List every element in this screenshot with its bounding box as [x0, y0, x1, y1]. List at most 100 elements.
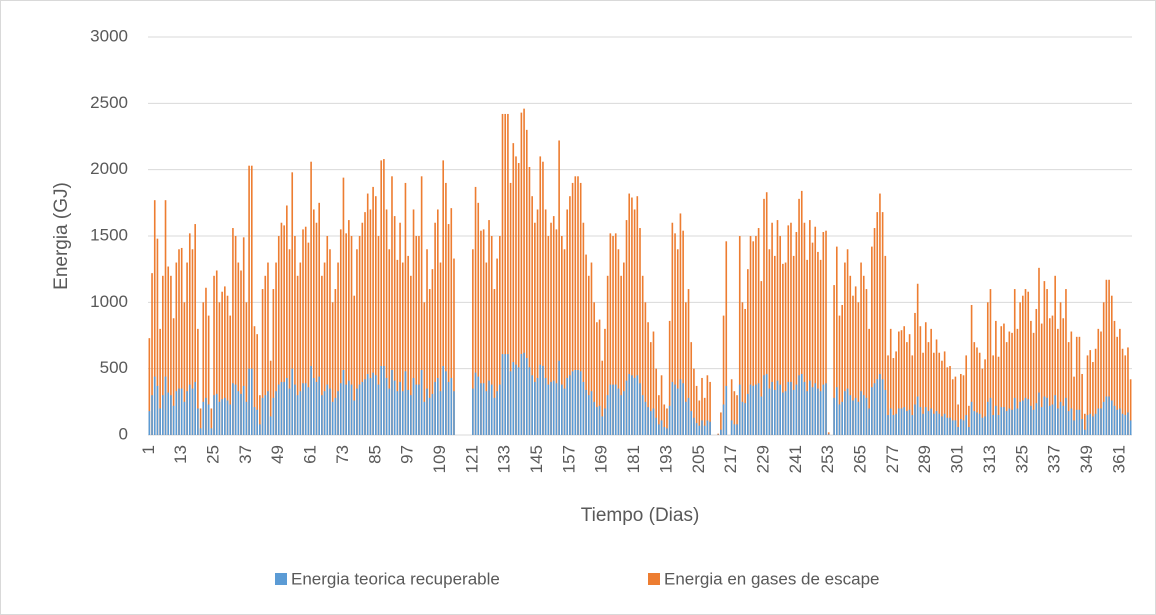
- bar: [539, 156, 542, 435]
- bar: [544, 209, 547, 435]
- bar: [571, 182, 574, 435]
- bar: [865, 397, 868, 435]
- bar: [339, 383, 342, 435]
- bar: [951, 379, 954, 435]
- bar: [776, 220, 779, 435]
- bar: [250, 165, 253, 436]
- bar: [660, 375, 663, 435]
- y-tick-label: 500: [100, 358, 128, 377]
- bar: [968, 427, 970, 435]
- bar: [639, 383, 641, 435]
- bar: [337, 391, 339, 435]
- bar: [407, 389, 409, 435]
- bar: [701, 420, 703, 435]
- bar: [539, 364, 542, 435]
- bar: [571, 371, 574, 435]
- bar: [261, 289, 264, 435]
- bar: [299, 391, 302, 435]
- x-tick-label: 133: [495, 445, 514, 473]
- bar: [485, 391, 488, 435]
- bar: [871, 387, 873, 435]
- bar: [404, 371, 407, 435]
- bar: [782, 392, 784, 435]
- bar: [369, 209, 372, 435]
- bar: [1127, 412, 1129, 435]
- bar: [213, 395, 215, 435]
- bar: [784, 391, 787, 435]
- bar: [453, 258, 455, 435]
- bar: [779, 384, 781, 435]
- bar: [434, 222, 436, 435]
- bar: [822, 384, 825, 435]
- bar: [590, 262, 593, 435]
- bar: [1075, 409, 1078, 435]
- bar: [310, 366, 312, 435]
- bar: [695, 423, 698, 435]
- bar: [897, 408, 900, 435]
- bar: [202, 401, 205, 435]
- bar: [1094, 413, 1097, 435]
- bar: [561, 384, 563, 435]
- bar: [474, 372, 477, 435]
- bar: [383, 159, 385, 435]
- bar: [644, 401, 647, 435]
- bar: [612, 236, 614, 435]
- bar: [860, 262, 862, 435]
- bar: [186, 262, 188, 435]
- bar: [693, 417, 695, 435]
- bar: [256, 409, 258, 435]
- bar: [1119, 328, 1121, 435]
- bar: [420, 369, 423, 435]
- y-tick-label: 0: [119, 424, 128, 443]
- bar: [738, 236, 741, 435]
- bar: [625, 380, 628, 435]
- bar: [647, 407, 649, 435]
- bar: [744, 308, 746, 435]
- bar: [760, 281, 763, 435]
- bar: [296, 275, 299, 435]
- bar: [267, 262, 269, 435]
- bar: [180, 247, 183, 435]
- bar: [989, 397, 992, 435]
- bar: [900, 408, 903, 435]
- bar: [256, 334, 258, 435]
- bar: [197, 408, 199, 435]
- bar: [472, 388, 474, 435]
- bar: [426, 388, 428, 435]
- bar: [439, 391, 442, 435]
- bar: [1003, 407, 1005, 435]
- bar: [644, 302, 647, 435]
- bar: [194, 381, 196, 435]
- bar: [889, 408, 892, 435]
- bar: [555, 229, 558, 435]
- bar: [663, 404, 666, 435]
- bar: [649, 342, 652, 435]
- x-tick-label: 313: [980, 445, 999, 473]
- bar: [941, 416, 943, 435]
- bar: [720, 429, 722, 435]
- bar: [350, 236, 353, 435]
- bar: [1062, 405, 1065, 435]
- bar: [1024, 397, 1027, 435]
- bar: [658, 424, 660, 435]
- bar: [504, 113, 507, 436]
- bar: [431, 269, 434, 435]
- bar: [984, 416, 986, 435]
- bar: [307, 242, 310, 435]
- bar: [1013, 289, 1016, 435]
- bar: [933, 413, 935, 435]
- bar: [841, 401, 844, 435]
- bar: [946, 417, 949, 435]
- bar: [682, 383, 684, 435]
- x-tick-label: 217: [721, 445, 740, 473]
- bar: [1067, 411, 1070, 435]
- bar: [803, 222, 806, 435]
- bar: [558, 360, 560, 435]
- bar: [156, 385, 159, 435]
- bar: [1078, 409, 1081, 435]
- bar: [1013, 397, 1016, 435]
- bar: [507, 113, 509, 436]
- bar: [180, 388, 183, 435]
- bar: [156, 238, 159, 435]
- bar: [676, 249, 679, 435]
